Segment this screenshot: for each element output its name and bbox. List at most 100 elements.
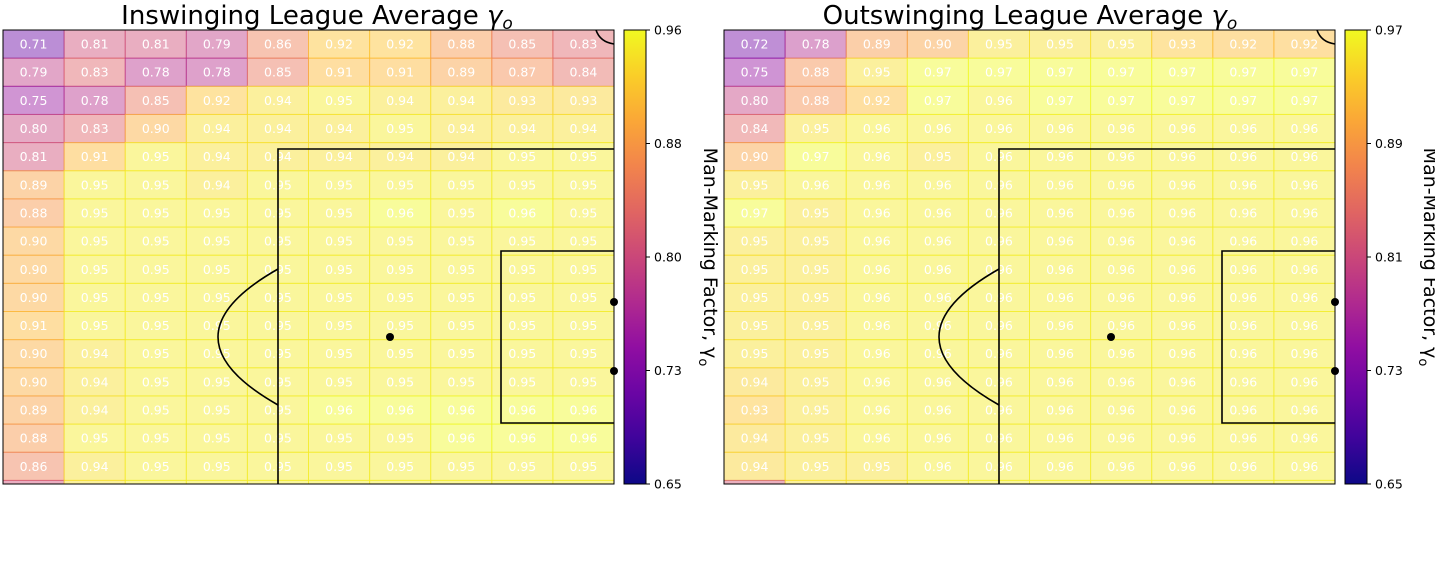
heatmap-panel-1: 0.72 0.78 0.89 0.90 0.95 0.95 0.95 0.93 0.92 0.92… [723,1,1435,492]
cell-value-label: 0.96 [1291,177,1319,192]
cell-value-label: 0.96 [863,234,891,249]
cell-value-label: 0.78 [802,37,830,52]
cell-value-label: 0.95 [508,149,536,164]
cell-value-label: 0.80 [741,93,769,108]
cell-value-label: 0.94 [447,93,475,108]
cell-value-label: 0.96 [1291,205,1319,220]
heatmap-cell [63,198,126,228]
heatmap-cell [491,254,554,284]
cell-value-label: 0.84 [741,121,769,136]
cell-value-label: 0.96 [386,205,414,220]
colorbar-tick-label: 0.65 [654,477,682,492]
heatmap-cell [3,57,65,87]
cell-value-label: 0.95 [741,346,769,361]
cell-value-label: 0.94 [81,459,109,474]
cell-value-label: 0.95 [447,205,475,220]
heatmap-cell [1273,339,1335,369]
cell-value-label: 0.91 [386,65,414,80]
heatmap-cell [1029,142,1092,172]
cell-value-label: 0.78 [81,93,109,108]
heatmap-cell [491,57,554,87]
heatmap-cell [430,423,493,453]
corner-arc [595,30,614,45]
cell-value-label: 0.95 [142,346,170,361]
heatmap-cell [63,451,126,481]
heatmap-cell [124,113,187,144]
heatmap-cell [63,311,126,341]
heatmap-cell [967,113,1031,144]
cell-value-label: 0.94 [570,121,598,136]
heatmap-cell [1151,311,1214,341]
heatmap-cell [784,85,847,115]
cell-value-label: 0.91 [81,149,109,164]
heatmap-cell [63,226,126,256]
heatmap-cell [1090,339,1153,369]
cell-value-label: 0.95 [386,374,414,389]
cell-value-label: 0.95 [142,403,170,418]
cell-value-label: 0.87 [508,65,536,80]
cell-value-label: 0.95 [1107,37,1135,52]
cell-value-label: 0.96 [1168,346,1196,361]
cell-value-label: 0.95 [570,346,598,361]
cell-value-label: 0.93 [570,93,598,108]
cell-value-label: 0.75 [741,65,769,80]
cell-value-label: 0.88 [20,205,48,220]
heatmap-cell [1090,254,1153,284]
cell-value-label: 0.94 [508,121,536,136]
heatmap-cell [430,30,493,59]
cell-value-label: 0.95 [325,177,353,192]
cell-value-label: 0.96 [1107,403,1135,418]
cell-value-label: 0.90 [20,262,48,277]
cell-value-label: 0.95 [802,346,830,361]
colorbar-label: Man-Marking Factor, γo [1415,148,1435,367]
cell-value-label: 0.97 [1229,65,1257,80]
penalty-box-line [277,148,614,484]
heatmap-cell [3,395,65,425]
cell-value-label: 0.96 [570,403,598,418]
heatmap-cell [185,226,248,256]
cell-value-label: 0.96 [924,346,952,361]
heatmap-cell [430,198,493,228]
heatmap-cell [63,85,126,115]
cell-value-label: 0.85 [508,37,536,52]
cell-value-label: 0.95 [570,149,598,164]
heatmap-cell [552,57,614,87]
heatmap-cell [784,451,847,481]
heatmap-cell [308,282,371,313]
cell-value-label: 0.81 [81,37,109,52]
cell-value-label: 0.94 [81,374,109,389]
heatmap-cell [369,423,432,453]
cell-value-label: 0.95 [447,234,475,249]
heatmap-cell [724,198,786,228]
cell-value-label: 0.96 [1291,234,1319,249]
cell-value-label: 0.96 [508,403,536,418]
heatmap-cell [491,423,554,453]
heatmap-cell [1090,170,1153,200]
cell-value-label: 0.96 [863,431,891,446]
cell-value-label: 0.71 [20,37,48,52]
heatmap-cell [845,226,908,256]
cell-value-label: 0.88 [802,93,830,108]
heatmap-cell [1029,339,1092,369]
cell-value-label: 0.83 [570,37,598,52]
heatmap-cell [906,198,969,228]
cell-value-label: 0.96 [1168,121,1196,136]
cell-value-label: 0.94 [203,121,231,136]
heatmap-cell [308,423,371,453]
heatmap-cell [784,198,847,228]
heatmap-cell [1029,282,1092,313]
heatmap-cell [1029,170,1092,200]
cell-value-label: 0.95 [203,205,231,220]
colorbar-tick-label: 0.88 [654,136,682,151]
six-yard-box-line [500,250,614,424]
cell-value-label: 0.96 [1046,459,1074,474]
cell-value-label: 0.95 [142,374,170,389]
colorbar [1344,29,1368,485]
cell-value-label: 0.96 [1107,374,1135,389]
heatmap-cell [724,311,786,341]
heatmap-cell [308,142,371,172]
heatmap-cell [185,339,248,369]
cell-value-label: 0.96 [1291,149,1319,164]
cell-value-label: 0.95 [325,93,353,108]
